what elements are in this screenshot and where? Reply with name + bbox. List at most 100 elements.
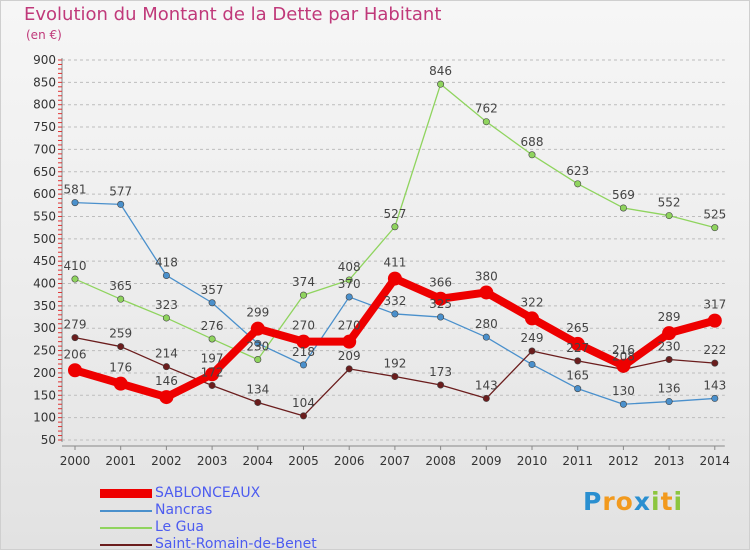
data-point	[254, 398, 262, 406]
data-point	[345, 365, 353, 373]
y-tick-label: 200	[33, 366, 56, 380]
data-point	[570, 336, 585, 351]
data-label: 762	[475, 102, 498, 116]
data-point	[345, 293, 353, 301]
legend-label: Saint-Romain-de-Benet	[155, 536, 317, 552]
data-label: 270	[338, 319, 361, 333]
series-le-gua	[71, 80, 719, 364]
series-sablonceaux	[68, 271, 722, 405]
legend-label: Le Gua	[155, 519, 204, 535]
data-point	[707, 313, 722, 328]
data-label: 134	[246, 382, 269, 396]
proxiti-logo: Proxiti	[583, 487, 683, 517]
y-tick-label: 900	[33, 53, 56, 67]
y-tick-label: 600	[33, 187, 56, 201]
data-label: 143	[475, 378, 498, 392]
data-label: 208	[612, 349, 635, 363]
x-tick-label: 2013	[654, 454, 685, 468]
data-label: 525	[703, 208, 726, 222]
x-tick-label: 2002	[151, 454, 182, 468]
y-tick-label: 300	[33, 321, 56, 335]
data-point	[437, 313, 445, 321]
x-tick-label: 2000	[60, 454, 91, 468]
data-point	[711, 359, 719, 367]
data-label: 197	[201, 351, 224, 365]
y-tick-label: 800	[33, 98, 56, 112]
data-point	[71, 199, 79, 207]
data-point	[482, 333, 490, 341]
data-label: 222	[703, 343, 726, 357]
data-label: 418	[155, 255, 178, 269]
y-tick-label: 700	[33, 142, 56, 156]
data-label: 279	[64, 318, 87, 332]
data-point	[711, 224, 719, 232]
data-label: 552	[658, 196, 681, 210]
data-label: 206	[64, 347, 87, 361]
data-point	[665, 356, 673, 364]
data-point	[391, 373, 399, 381]
data-label: 411	[383, 256, 406, 270]
data-point	[479, 285, 494, 300]
data-label: 230	[246, 340, 269, 354]
data-point	[162, 271, 170, 279]
data-point	[296, 334, 311, 349]
logo-letter: o	[615, 487, 634, 516]
data-point	[68, 363, 82, 378]
grid	[62, 59, 725, 441]
data-label: 581	[64, 183, 87, 197]
data-point	[250, 321, 265, 336]
data-point	[437, 80, 445, 88]
x-tick-label: 2011	[562, 454, 593, 468]
y-tick-label: 150	[33, 388, 56, 402]
data-label: 688	[521, 135, 544, 149]
data-point	[391, 223, 399, 231]
y-tick-label: 650	[33, 165, 56, 179]
data-label: 577	[109, 184, 132, 198]
data-point	[482, 118, 490, 126]
data-point	[665, 398, 673, 406]
data-label: 365	[109, 279, 132, 293]
data-label: 280	[475, 317, 498, 331]
y-tick-label: 250	[33, 344, 56, 358]
x-tick-label: 2009	[471, 454, 502, 468]
data-point	[665, 212, 673, 220]
data-point	[574, 385, 582, 393]
data-label: 370	[338, 277, 361, 291]
data-label: 130	[612, 384, 635, 398]
data-point	[433, 291, 448, 306]
data-point	[113, 376, 128, 391]
x-tick-label: 2014	[700, 454, 731, 468]
legend-swatch	[100, 489, 152, 498]
legend-label: Nancras	[155, 502, 213, 518]
series-nancras	[71, 199, 719, 408]
data-label: 623	[566, 164, 589, 178]
y-tick-label: 550	[33, 209, 56, 223]
data-point	[711, 394, 719, 402]
chart-title: Evolution du Montant de la Dette par Hab…	[24, 4, 442, 25]
data-label: 569	[612, 188, 635, 202]
y-tick-label: 100	[33, 411, 56, 425]
data-point	[208, 381, 216, 389]
legend-swatch	[100, 544, 152, 546]
data-point	[528, 347, 536, 355]
x-tick-label: 2003	[197, 454, 228, 468]
legend-swatch	[100, 510, 152, 512]
data-point	[254, 356, 262, 364]
logo-letter: P	[583, 487, 603, 516]
data-label: 357	[201, 283, 224, 297]
data-label: 227	[566, 341, 589, 355]
data-label: 230	[658, 340, 681, 354]
data-point	[342, 334, 357, 349]
data-label: 276	[201, 319, 224, 333]
data-point	[437, 381, 445, 389]
data-point	[528, 151, 536, 159]
data-point	[662, 326, 677, 341]
data-point	[117, 200, 125, 208]
data-label: 172	[201, 365, 224, 379]
data-label: 143	[703, 378, 726, 392]
data-point	[574, 180, 582, 188]
data-point	[162, 363, 170, 371]
data-point	[299, 412, 307, 420]
data-label: 846	[429, 64, 452, 78]
